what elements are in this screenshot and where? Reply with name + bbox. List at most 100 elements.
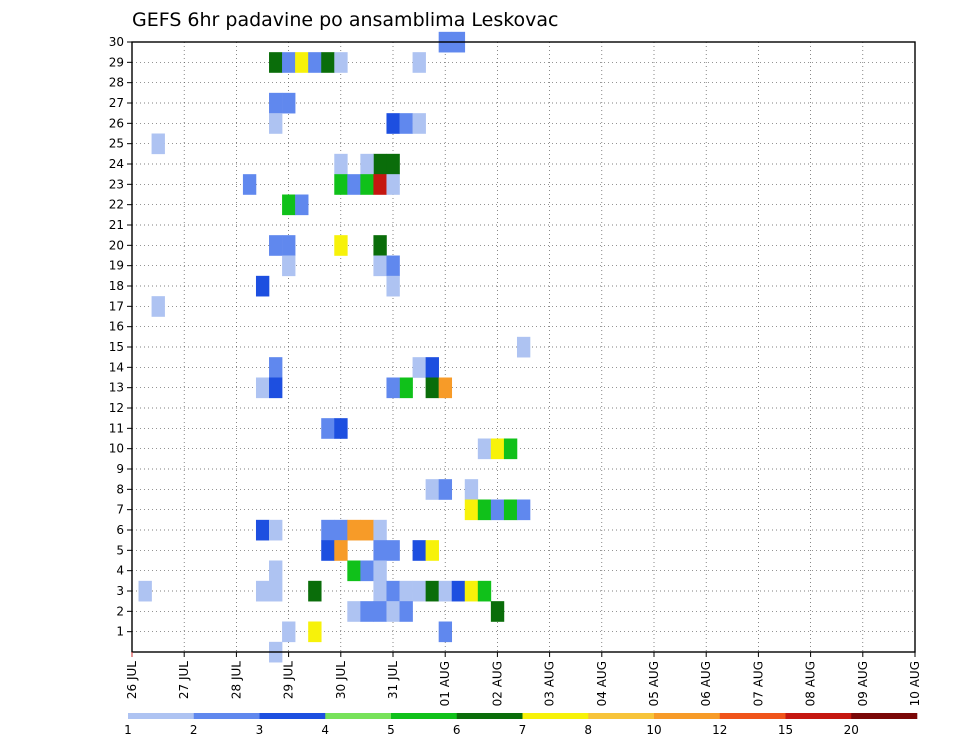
colorbar-swatch xyxy=(391,713,458,719)
heatmap-cell xyxy=(399,377,413,399)
x-tick-label: 28 JUL xyxy=(229,661,243,699)
y-tick-label: 16 xyxy=(109,320,124,334)
heatmap-cell xyxy=(386,153,400,175)
y-tick-label: 18 xyxy=(109,279,124,293)
heatmap-cell xyxy=(386,601,400,622)
colorbar-label: 4 xyxy=(321,723,329,737)
x-tick-label: 29 JUL xyxy=(282,661,296,699)
y-tick-label: 29 xyxy=(109,55,124,69)
x-tick-label: 27 JUL xyxy=(177,661,191,699)
heatmap-cell xyxy=(490,438,505,460)
heatmap-cell xyxy=(334,52,348,73)
colorbar-swatch xyxy=(719,713,786,719)
heatmap-cell xyxy=(399,580,413,602)
heatmap-cell xyxy=(255,519,270,541)
y-tick-label: 12 xyxy=(109,401,124,415)
colorbar-label: 15 xyxy=(778,723,793,737)
colorbar-swatch xyxy=(851,713,918,719)
heatmap-cell xyxy=(282,92,296,114)
x-tick-label: 01 AUG xyxy=(438,661,452,706)
y-axis: 1234567891011121314151617181920212223242… xyxy=(109,35,132,639)
heatmap-cell xyxy=(490,601,505,622)
y-tick-label: 5 xyxy=(116,543,124,557)
y-tick-label: 23 xyxy=(109,177,124,191)
heatmap-cell xyxy=(347,601,361,622)
heatmap-cell xyxy=(334,235,348,256)
heatmap-cell xyxy=(269,357,283,378)
x-tick-label: 10 AUG xyxy=(908,661,922,706)
heatmap-cell xyxy=(373,560,387,582)
heatmap-cell xyxy=(334,418,348,439)
heatmap-cell xyxy=(438,377,453,399)
colorbar-label: 3 xyxy=(256,723,264,737)
heatmap-cell xyxy=(334,174,348,195)
y-tick-label: 8 xyxy=(116,482,124,496)
heatmap-cell xyxy=(295,52,309,73)
y-tick-label: 30 xyxy=(109,35,124,49)
heatmap-cell xyxy=(386,377,400,399)
heatmap-cell xyxy=(282,194,296,216)
x-tick-label: 08 AUG xyxy=(804,661,818,706)
y-tick-label: 9 xyxy=(116,462,124,476)
y-tick-label: 10 xyxy=(109,442,124,456)
y-tick-label: 7 xyxy=(116,503,124,517)
heatmap-cell xyxy=(373,174,387,195)
heatmap-cell xyxy=(399,113,413,134)
x-tick-label: 07 AUG xyxy=(751,661,765,706)
heatmap-cell xyxy=(425,357,439,378)
colorbar-swatch xyxy=(259,713,326,719)
heatmap-cell xyxy=(373,580,387,602)
colorbar-label: 7 xyxy=(519,723,527,737)
colorbar: 1 2 3 4 5 6 7 8 10 12 15 20 xyxy=(124,713,918,737)
heatmap-cell xyxy=(386,540,400,561)
heatmap-cell xyxy=(282,52,296,73)
y-tick-label: 15 xyxy=(109,340,124,354)
heatmap-cell xyxy=(373,519,387,541)
colorbar-swatch xyxy=(456,713,523,719)
heatmap-cell xyxy=(373,153,387,175)
y-tick-label: 27 xyxy=(109,96,124,110)
heatmap-cell xyxy=(308,621,322,643)
colorbar-swatch xyxy=(785,713,852,719)
x-tick-label: 30 JUL xyxy=(334,661,348,699)
heatmap-cell xyxy=(269,235,283,256)
heatmap-cell xyxy=(386,255,400,277)
heatmap-cell xyxy=(334,519,348,541)
heatmap-cell xyxy=(334,540,348,561)
heatmap-cell xyxy=(269,113,283,134)
grid-lines xyxy=(132,42,915,652)
heatmap-cell xyxy=(464,580,479,602)
heatmap-cell xyxy=(516,499,531,521)
colorbar-swatch xyxy=(654,713,721,719)
x-tick-label: 05 AUG xyxy=(647,661,661,706)
colorbar-swatch xyxy=(128,713,195,719)
heatmap-cell xyxy=(464,479,479,500)
y-tick-label: 14 xyxy=(109,360,124,374)
heatmap-cell xyxy=(360,601,374,622)
heatmap-cell xyxy=(321,418,335,439)
heatmap-cell xyxy=(138,580,152,602)
x-tick-label: 31 JUL xyxy=(386,661,400,699)
y-tick-label: 19 xyxy=(109,259,124,273)
x-tick-label: 06 AUG xyxy=(699,661,713,706)
heatmap-cell xyxy=(255,377,270,399)
heatmap-cell xyxy=(373,601,387,622)
heatmap-cell xyxy=(269,92,283,114)
y-tick-label: 22 xyxy=(109,198,124,212)
x-tick-label: 26 JUL xyxy=(125,661,139,699)
heatmap-cell xyxy=(425,580,439,602)
heatmap-cell xyxy=(360,174,374,195)
heatmap-cell xyxy=(438,479,453,500)
heatmap-cell xyxy=(151,296,165,317)
heatmap-cell xyxy=(516,336,531,358)
y-tick-label: 2 xyxy=(116,604,124,618)
heatmap-cell xyxy=(412,540,426,561)
heatmap-cell xyxy=(360,560,374,582)
heatmap-cell xyxy=(269,52,283,73)
colorbar-label: 10 xyxy=(646,723,661,737)
heatmap-cell xyxy=(308,52,322,73)
y-tick-label: 11 xyxy=(109,421,124,435)
heatmap-cell xyxy=(373,540,387,561)
heatmap-cell xyxy=(412,580,426,602)
heatmap-cell xyxy=(308,580,322,602)
